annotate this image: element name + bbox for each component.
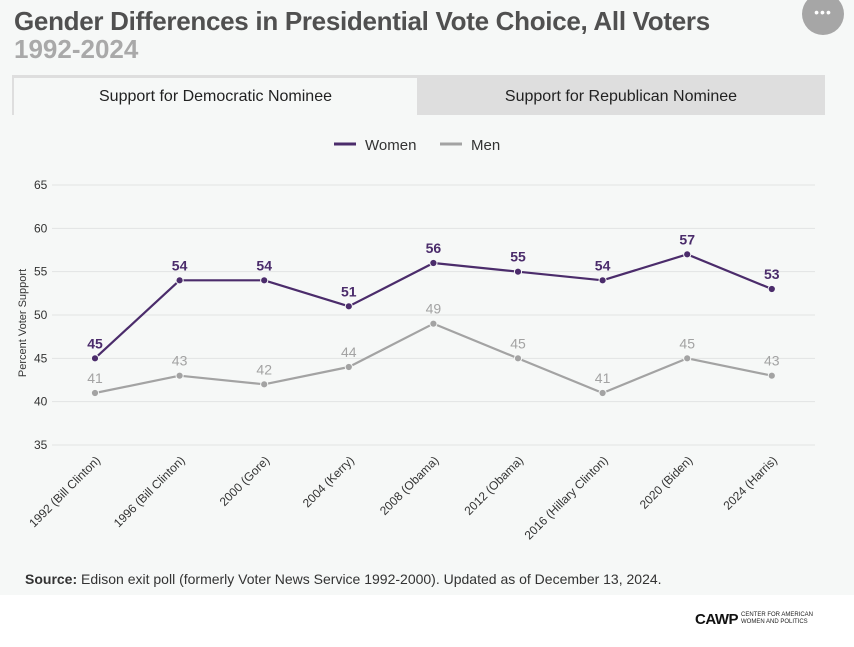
data-point-men [767, 371, 776, 380]
data-label-men: 44 [341, 344, 357, 360]
x-tick-label: 2024 (Harris) [721, 453, 780, 512]
data-point-men [513, 354, 523, 363]
data-label-men: 45 [510, 335, 526, 351]
data-label-men: 41 [87, 370, 103, 386]
data-label-men: 43 [764, 353, 780, 369]
data-label-men: 43 [172, 353, 188, 369]
data-label-women: 54 [595, 257, 611, 273]
legend-label-men: Men [471, 137, 500, 154]
x-tick-label: 1996 (Bill Clinton) [111, 453, 188, 530]
y-tick-label: 65 [34, 178, 48, 192]
y-tick-label: 55 [34, 265, 48, 279]
data-label-women: 53 [764, 266, 780, 282]
data-point-women [513, 267, 523, 276]
source-note: Source: Edison exit poll (formerly Voter… [25, 571, 662, 587]
data-label-women: 57 [679, 231, 695, 247]
data-point-men [429, 319, 438, 328]
y-tick-label: 40 [34, 395, 48, 409]
data-label-women: 54 [256, 257, 272, 273]
data-label-women: 51 [341, 283, 357, 299]
data-point-women [260, 276, 269, 285]
y-tick-label: 35 [34, 438, 48, 452]
data-point-women [683, 250, 692, 259]
x-tick-label: 2000 (Gore) [217, 453, 273, 509]
line-chart: 35 40 45 50 55 60 65 Percent Voter Support 1992 … [17, 137, 815, 542]
x-tick-label: 2012 (Obama) [462, 453, 527, 518]
cawp-logo: CAWP Center for American Women and Polit… [695, 610, 821, 628]
data-point-women [90, 354, 100, 363]
data-point-women [175, 276, 184, 285]
logo-mark: CAWP [695, 610, 739, 628]
more-options-button[interactable]: ••• [802, 0, 844, 35]
page-subtitle: 1992-2024 [14, 34, 139, 64]
data-label-men: 42 [256, 361, 272, 377]
data-point-women [598, 276, 607, 285]
tab-republican-nominee[interactable]: Support for Republican Nominee [504, 88, 738, 105]
x-tick-label: 2004 (Kerry) [300, 453, 357, 510]
data-point-men [90, 388, 100, 398]
data-point-men [344, 362, 353, 372]
data-label-women: 56 [426, 240, 442, 256]
y-tick-label: 50 [34, 308, 48, 322]
data-point-women [429, 258, 438, 268]
x-tick-label: 2020 (Biden) [637, 453, 695, 511]
data-label-women: 45 [87, 335, 103, 351]
data-point-men [175, 371, 184, 380]
data-point-men [598, 388, 607, 398]
tab-bar: Support for Democratic Nominee Support f… [12, 75, 825, 115]
data-label-men: 45 [679, 335, 695, 351]
source-text: Edison exit poll (formerly Voter News Se… [77, 571, 662, 587]
logo-text: Center for American Women and Politics [741, 612, 814, 625]
tab-democratic-nominee[interactable]: Support for Democratic Nominee [14, 78, 417, 115]
y-axis-label: Percent Voter Support [17, 269, 29, 377]
y-tick-label: 45 [34, 351, 48, 365]
source-label: Source: [25, 571, 78, 587]
data-label-women: 55 [510, 249, 526, 265]
data-point-women [344, 302, 353, 311]
data-point-men [260, 380, 269, 389]
data-point-women [767, 284, 776, 294]
x-tick-label: 2008 (Obama) [377, 453, 442, 518]
data-label-men: 41 [595, 370, 611, 386]
data-point-men [683, 354, 692, 363]
data-label-men: 49 [426, 301, 442, 317]
data-label-women: 54 [172, 257, 188, 273]
x-tick-label: 1992 (Bill Clinton) [26, 453, 103, 530]
y-tick-label: 60 [34, 221, 48, 235]
x-tick-label: 2016 (Hillary Clinton) [522, 453, 611, 542]
legend-label-women: Women [365, 137, 416, 154]
page-title: Gender Differences in Presidential Vote … [14, 6, 710, 36]
